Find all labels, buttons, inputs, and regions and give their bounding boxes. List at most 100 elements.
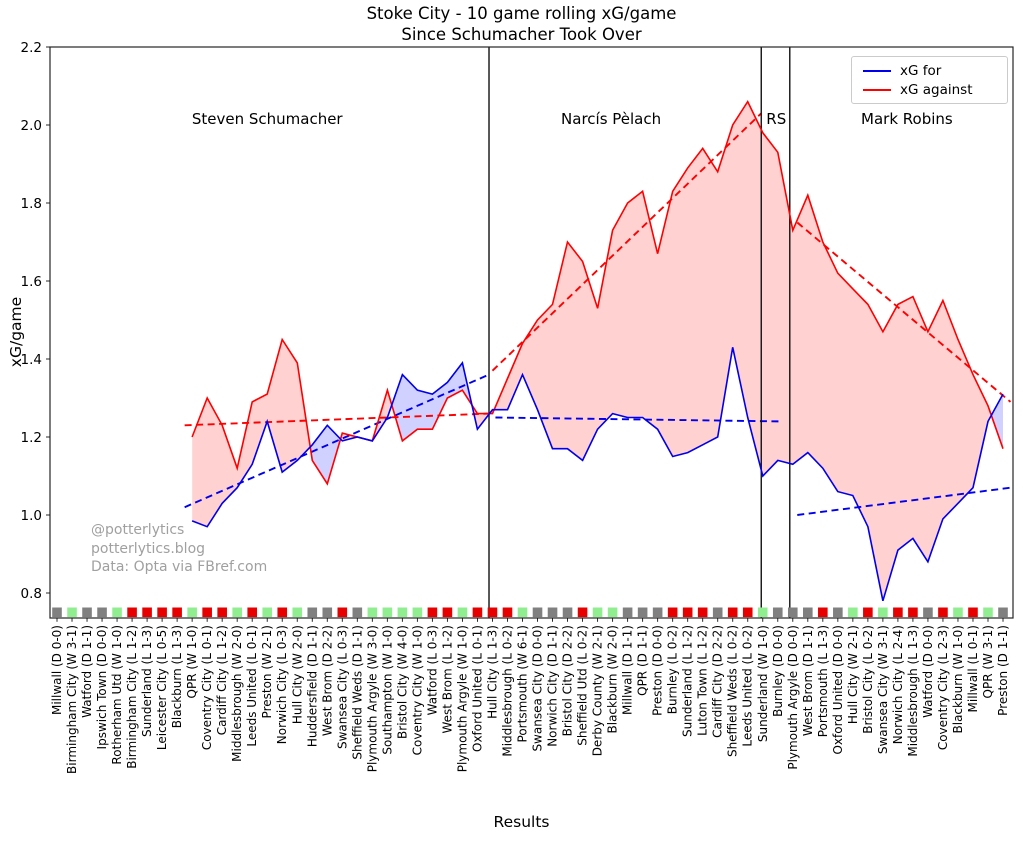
result-square-d: [652, 607, 663, 618]
x-tick-label: West Brom (D 1-1): [801, 625, 815, 736]
x-tick-label: Bristol City (D 2-2): [561, 625, 575, 736]
result-square-l: [697, 607, 708, 618]
result-square-w: [953, 607, 963, 618]
x-tick-label: Ipswich Town (D 0-0): [95, 625, 109, 749]
x-tick-label: Blackburn (W 1-0): [951, 625, 965, 733]
xg-against-fill: [192, 101, 1003, 601]
x-tick-label: Millwall (D 1-1): [621, 625, 635, 715]
x-tick-label: Coventry City (L 0-1): [200, 625, 214, 750]
result-square-l: [938, 607, 948, 618]
x-tick-label: Hull City (W 2-0): [290, 625, 304, 724]
x-tick-label: Birmingham City (L 1-2): [125, 625, 139, 769]
result-square-l: [442, 607, 453, 618]
legend-label-xg-against: xG against: [900, 81, 973, 98]
y-tick-label: 1.4: [21, 352, 42, 368]
x-tick-label: Derby County (W 2-1): [591, 625, 605, 756]
x-tick-label: QPR (W 1-0): [185, 625, 199, 698]
legend-item-xg-for: xG for: [863, 63, 1007, 79]
x-tick-label: Watford (L 0-3): [425, 625, 439, 715]
x-tick-label: Huddersfield (D 1-1): [305, 625, 319, 747]
result-square-w: [457, 607, 468, 618]
x-tick-label: Luton Town (L 1-2): [696, 625, 710, 736]
result-square-w: [607, 607, 618, 618]
x-tick-label: QPR (D 1-1): [636, 625, 650, 696]
result-square-d: [82, 607, 92, 618]
result-square-d: [547, 607, 558, 618]
y-tick-label: 1.6: [21, 274, 42, 290]
result-square-l: [502, 607, 513, 618]
x-tick-label: QPR (W 3-1): [981, 625, 995, 698]
x-tick-label: West Brom (L 1-2): [440, 625, 454, 734]
xg-for-line: [191, 347, 1004, 602]
legend: xG for xG against: [851, 56, 1008, 104]
result-square-l: [247, 607, 258, 618]
x-tick-label: Leicester City (L 0-5): [155, 625, 169, 750]
result-square-l: [727, 607, 738, 618]
x-tick-label: Bristol City (W 4-0): [395, 625, 409, 739]
result-square-l: [172, 607, 182, 618]
result-square-w: [848, 607, 858, 618]
chart-title-line1: Stoke City - 10 game rolling xG/game: [366, 4, 677, 23]
result-square-l: [487, 607, 498, 618]
watermark-handle: @potterlytics: [91, 522, 185, 538]
x-tick-label: Burnley (L 0-2): [666, 625, 680, 714]
result-square-d: [322, 607, 333, 618]
result-square-l: [667, 607, 678, 618]
trend-line-against: [491, 112, 762, 372]
result-square-w: [517, 607, 528, 618]
x-tick-label: Birmingham City (W 3-1): [65, 625, 79, 774]
x-tick-label: Sunderland (L 1-2): [681, 625, 695, 737]
result-square-l: [968, 607, 978, 618]
result-square-l: [217, 607, 227, 618]
x-tick-label: Cardiff City (D 2-2): [711, 625, 725, 738]
era-label: Mark Robins: [861, 110, 953, 128]
result-square-d: [97, 607, 107, 618]
y-axis-label: xG/game: [7, 296, 25, 368]
x-tick-label: Middlesbrough (L 0-2): [500, 625, 514, 757]
watermark-source: Data: Opta via FBref.com: [91, 559, 268, 576]
x-tick-label: Middlesbrough (W 2-0): [230, 625, 244, 762]
result-square-l: [157, 607, 167, 618]
x-tick-label: Plymouth Argyle (D 0-0): [786, 625, 800, 770]
x-tick-label: Millwall (D 0-0): [50, 625, 64, 715]
result-square-w: [232, 607, 242, 618]
y-tick-label: 1.2: [21, 430, 42, 446]
result-square-d: [712, 607, 723, 618]
result-square-l: [202, 607, 212, 618]
result-square-d: [833, 607, 843, 618]
x-tick-label: West Brom (D 2-2): [320, 625, 334, 736]
y-tick-label: 2.2: [21, 40, 42, 56]
result-square-d: [532, 607, 543, 618]
x-tick-label: Sunderland (W 1-0): [756, 625, 770, 742]
trend-line-for: [797, 486, 1011, 516]
result-square-w: [262, 607, 273, 618]
xg-against-line-swatch: [863, 88, 891, 91]
xg-against-line: [191, 99, 1004, 486]
trend-line-against: [796, 221, 1012, 403]
result-square-w: [67, 607, 77, 618]
x-tick-label: Watford (D 0-0): [921, 625, 935, 718]
x-tick-label: Coventry City (W 1-0): [410, 625, 424, 755]
x-tick-label: Sheffield Weds (D 1-1): [350, 625, 364, 760]
x-tick-label: Bristol City (L 0-2): [861, 625, 875, 734]
result-square-d: [923, 607, 933, 618]
result-square-l: [277, 607, 288, 618]
x-tick-label: Middlesbrough (L 1-3): [906, 625, 920, 757]
y-tick-label: 1.0: [21, 508, 42, 524]
result-square-l: [742, 607, 753, 618]
result-square-w: [412, 607, 423, 618]
x-tick-label: Sheffield Weds (L 0-2): [726, 625, 740, 757]
x-tick-label: Sunderland (L 1-3): [140, 625, 154, 737]
x-tick-label: Southampton (W 1-0): [380, 625, 394, 755]
x-tick-label: Plymouth Argyle (W 3-0): [365, 625, 379, 772]
result-square-w: [382, 607, 393, 618]
xg-for-line-swatch: [863, 69, 891, 72]
trend-line-for: [495, 416, 781, 423]
x-tick-label: Preston (D 1-1): [996, 625, 1010, 716]
result-square-d: [562, 607, 573, 618]
result-square-l: [337, 607, 348, 618]
y-tick-label: 0.8: [21, 586, 42, 602]
result-square-l: [472, 607, 483, 618]
result-square-d: [352, 607, 363, 618]
x-tick-label: Portsmouth (L 1-3): [816, 625, 830, 737]
